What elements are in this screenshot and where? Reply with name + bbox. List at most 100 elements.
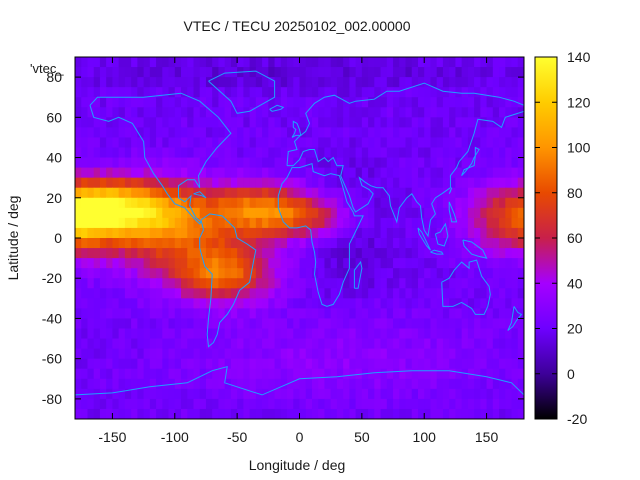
heatmap-cell — [224, 177, 232, 189]
heatmap-cell — [93, 268, 101, 279]
heatmap-cell — [318, 288, 326, 299]
heatmap-cell — [349, 388, 357, 400]
heatmap-cell — [274, 77, 282, 88]
heatmap-cell — [374, 388, 382, 400]
heatmap-cell — [193, 97, 201, 108]
heatmap-cell — [380, 298, 388, 309]
heatmap-cell — [262, 268, 269, 279]
heatmap-cell — [517, 338, 524, 350]
heatmap-cell — [181, 268, 188, 279]
heatmap-cell — [81, 227, 89, 239]
heatmap-cell — [305, 308, 313, 320]
heatmap-cell — [75, 187, 82, 199]
heatmap-cell — [106, 378, 114, 390]
heatmap-cell — [442, 57, 450, 68]
heatmap-cell — [405, 117, 413, 128]
heatmap-cell — [118, 288, 126, 299]
heatmap-cell — [318, 268, 326, 279]
heatmap-cell — [137, 268, 145, 279]
heatmap-cell — [305, 157, 313, 169]
heatmap-cell — [499, 207, 506, 219]
heatmap-cell — [218, 338, 226, 350]
heatmap-cell — [386, 217, 394, 229]
heatmap-cell — [343, 388, 350, 400]
heatmap-cell — [243, 398, 251, 410]
heatmap-cell — [224, 97, 232, 108]
heatmap-cell — [274, 107, 282, 118]
heatmap-cell — [230, 197, 238, 209]
heatmap-cell — [293, 318, 301, 330]
heatmap-cell — [143, 408, 151, 419]
heatmap-cell — [355, 328, 363, 340]
heatmap-cell — [287, 177, 294, 189]
heatmap-cell — [262, 348, 269, 360]
heatmap-cell — [349, 358, 357, 370]
heatmap-cell — [349, 348, 357, 360]
heatmap-cell — [81, 97, 89, 108]
heatmap-cell — [218, 368, 226, 380]
heatmap-cell — [106, 157, 114, 169]
heatmap-cell — [492, 378, 500, 390]
heatmap-cell — [174, 238, 182, 249]
heatmap-cell — [99, 318, 107, 330]
heatmap-cell — [287, 157, 294, 169]
heatmap-cell — [417, 67, 425, 78]
heatmap-cell — [411, 97, 419, 108]
heatmap-cell — [349, 107, 357, 118]
heatmap-cell — [374, 308, 382, 320]
heatmap-cell — [99, 147, 107, 159]
heatmap-cell — [262, 258, 269, 269]
heatmap-cell — [87, 97, 95, 108]
heatmap-cell — [181, 207, 188, 219]
heatmap-cell — [87, 167, 95, 179]
heatmap-cell — [311, 308, 319, 320]
heatmap-cell — [230, 107, 238, 118]
heatmap-cell — [162, 147, 170, 159]
heatmap-cell — [193, 388, 201, 400]
heatmap-cell — [461, 177, 469, 189]
heatmap-cell — [162, 227, 170, 239]
heatmap-cell — [187, 187, 195, 199]
heatmap-cell — [268, 207, 276, 219]
heatmap-cell — [411, 298, 419, 309]
heatmap-cell — [218, 248, 226, 259]
heatmap-cell — [156, 137, 163, 149]
heatmap-cell — [505, 127, 513, 139]
heatmap-cell — [305, 167, 313, 179]
heatmap-cell — [212, 288, 220, 299]
heatmap-cell — [430, 167, 438, 179]
heatmap-cell — [480, 87, 488, 98]
heatmap-cell — [305, 398, 313, 410]
heatmap-cell — [205, 57, 213, 68]
heatmap-cell — [324, 268, 332, 279]
heatmap-cell — [224, 258, 232, 269]
y-tick-label: 80 — [46, 69, 62, 85]
heatmap-cell — [324, 348, 332, 360]
heatmap-cell — [399, 288, 407, 299]
coastline-segment — [89, 92, 232, 225]
heatmap-cell — [318, 278, 326, 289]
heatmap-cell — [174, 177, 182, 189]
heatmap-cell — [299, 358, 307, 370]
heatmap-cell — [230, 288, 238, 299]
heatmap-cell — [517, 268, 524, 279]
heatmap-cell — [237, 217, 244, 229]
heatmap-cell — [355, 348, 363, 360]
heatmap-cell — [124, 57, 132, 68]
heatmap-cell — [386, 308, 394, 320]
heatmap-cell — [399, 358, 407, 370]
heatmap-cell — [193, 147, 201, 159]
heatmap-cell — [505, 298, 513, 309]
heatmap-cell — [112, 147, 120, 159]
heatmap-cell — [212, 398, 220, 410]
heatmap-cell — [411, 197, 419, 209]
heatmap-cell — [255, 298, 263, 309]
heatmap-cell — [168, 258, 176, 269]
heatmap-cell — [411, 127, 419, 139]
heatmap-cell — [81, 67, 89, 78]
heatmap-cell — [492, 197, 500, 209]
heatmap-cell — [205, 187, 213, 199]
heatmap-cell — [199, 268, 207, 279]
heatmap-cell — [156, 87, 163, 98]
heatmap-cell — [417, 398, 425, 410]
